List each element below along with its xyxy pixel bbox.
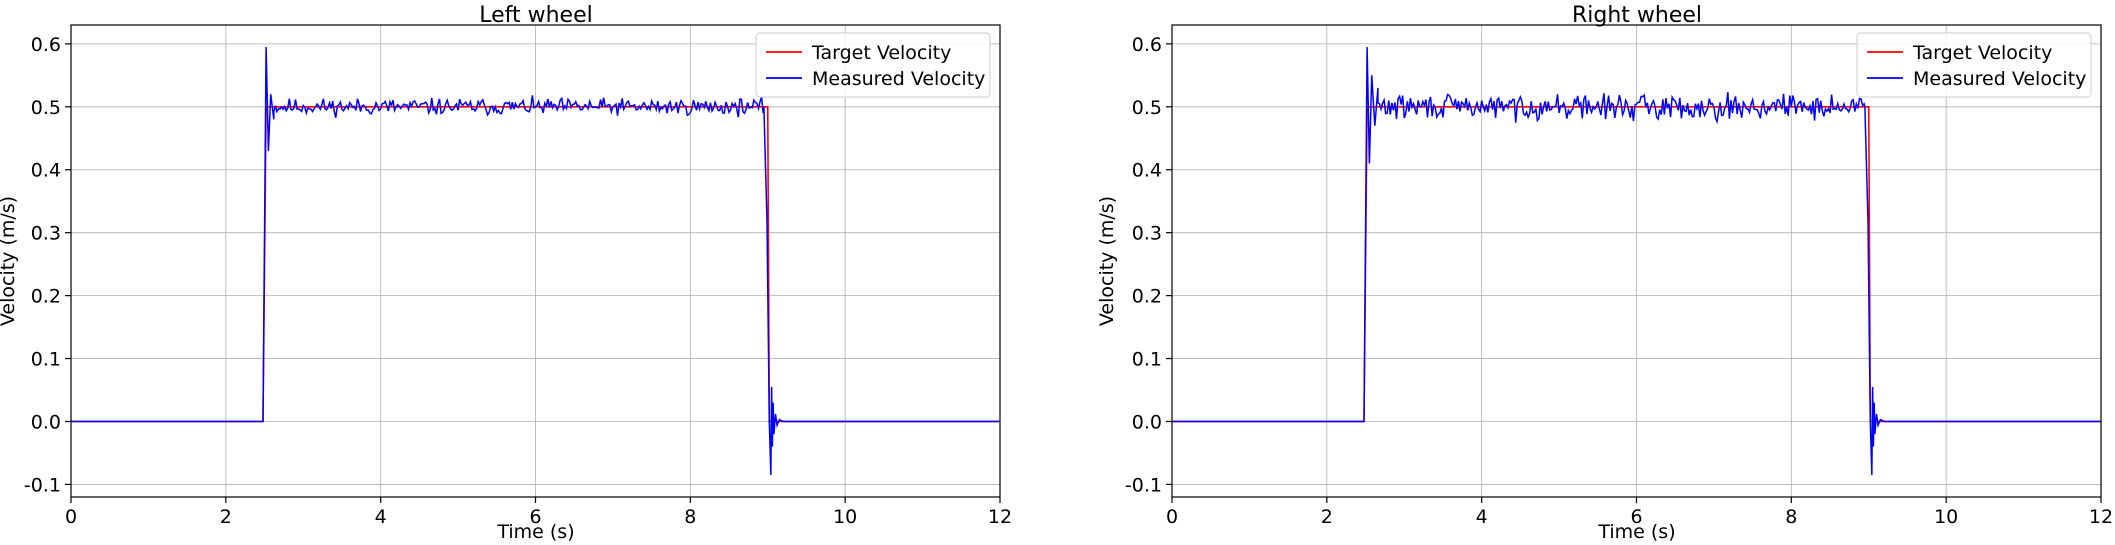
right-wheel-chart: Right wheel Time (s) Velocity (m/s) 0 2 4 6… [1096, 3, 2113, 543]
x-axis-label: Time (s) [1597, 521, 1675, 543]
left-wheel-chart: Left wheel Time (s) Velocity (m/s) 0 2 4 6 8… [0, 3, 1012, 543]
x-tick-label: 0 [1166, 506, 1178, 528]
legend-label: Measured Velocity [1913, 68, 2086, 90]
measured-velocity-line [1172, 47, 2101, 475]
y-axis-label: Velocity (m/s) [1096, 196, 1118, 326]
y-axis-label: Velocity (m/s) [0, 196, 19, 326]
x-tick-label: 6 [529, 506, 541, 528]
y-tick-label: 0.0 [31, 411, 61, 433]
x-tick-label: 2 [220, 506, 232, 528]
y-tick-label: 0.4 [31, 160, 61, 182]
y-tick-label: 0.1 [31, 349, 61, 371]
x-tick-label: 8 [1785, 506, 1797, 528]
y-tick-label: 0.6 [31, 34, 61, 56]
legend-box [755, 32, 991, 98]
x-tick-label: 8 [684, 506, 696, 528]
y-tick-label: -0.1 [1125, 474, 1162, 496]
measured-velocity-line [71, 47, 1000, 475]
legend-label: Target Velocity [1912, 42, 2052, 64]
x-tick-label: 4 [375, 506, 387, 528]
y-tick-label: -0.1 [24, 474, 61, 496]
y-tick-label: 0.2 [31, 286, 61, 308]
x-tick-label: 10 [833, 506, 857, 528]
legend-box [1856, 32, 2092, 98]
y-tick-label: 0.1 [1132, 349, 1162, 371]
y-tick-label: 0.5 [31, 97, 61, 119]
legend: Target Velocity Measured Velocity [755, 32, 991, 98]
y-tick-label: 0.0 [1132, 411, 1162, 433]
y-tick-label: 0.2 [1132, 286, 1162, 308]
x-tick-label: 2 [1321, 506, 1333, 528]
y-tick-label: 0.3 [31, 223, 61, 245]
y-tick-label: 0.4 [1132, 160, 1162, 182]
legend-label: Target Velocity [811, 42, 951, 64]
legend-label: Measured Velocity [812, 68, 985, 90]
x-tick-label: 12 [2089, 506, 2113, 528]
x-tick-label: 12 [988, 506, 1012, 528]
chart-title: Left wheel [479, 3, 593, 28]
y-tick-label: 0.3 [1132, 223, 1162, 245]
x-axis-label: Time (s) [496, 521, 574, 543]
chart-title: Right wheel [1572, 3, 1702, 28]
y-tick-label: 0.5 [1132, 97, 1162, 119]
x-tick-label: 0 [65, 506, 77, 528]
x-tick-label: 6 [1630, 506, 1642, 528]
x-tick-label: 10 [1934, 506, 1958, 528]
legend: Target Velocity Measured Velocity [1856, 32, 2092, 98]
x-tick-label: 4 [1476, 506, 1488, 528]
y-tick-label: 0.6 [1132, 34, 1162, 56]
